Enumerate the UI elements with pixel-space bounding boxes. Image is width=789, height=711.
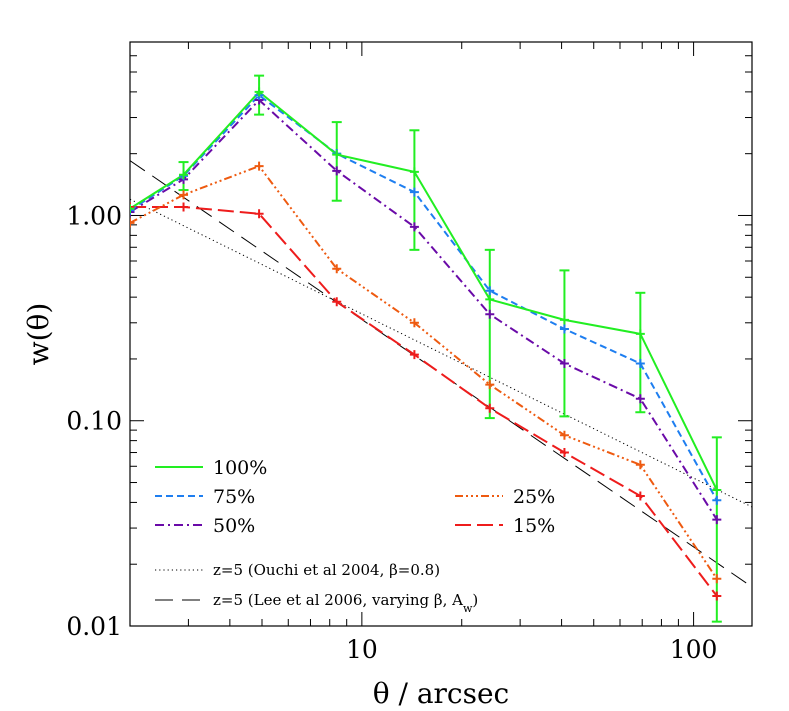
point-marker [179, 190, 189, 200]
x-axis-label: θ / arcsec [373, 677, 509, 710]
point-marker [409, 187, 419, 197]
point-marker [332, 166, 342, 176]
data-markers [130, 87, 722, 601]
point-marker [712, 591, 722, 601]
reference-line-2 [130, 160, 752, 588]
point-marker [130, 207, 135, 217]
point-marker [485, 309, 495, 319]
point-marker [559, 315, 569, 325]
point-marker [130, 204, 135, 214]
point-marker [485, 403, 495, 413]
point-marker [712, 495, 722, 505]
series-line-100pct [130, 90, 718, 491]
point-marker [254, 87, 264, 97]
legend-ref-label: z=5 (Ouchi et al 2004, β=0.8) [213, 561, 440, 579]
point-marker [409, 318, 419, 328]
point-marker [635, 394, 645, 404]
point-marker [485, 294, 495, 304]
point-marker [635, 359, 645, 369]
point-marker [409, 222, 419, 232]
legend-label: 15% [513, 515, 555, 537]
point-marker [409, 167, 419, 177]
y-axis-label: w(θ) [22, 303, 55, 366]
point-marker [712, 515, 722, 525]
point-marker [635, 491, 645, 501]
point-marker [179, 170, 189, 180]
series-line-50pct [130, 98, 718, 521]
plot-frame [129, 41, 753, 627]
legend: 100% 75% 25% 50% 15% z=5 (Ouchi et al 2004, β… [155, 457, 555, 615]
point-marker [712, 485, 722, 495]
point-marker [712, 574, 722, 584]
x-tick-label: 10 [346, 635, 378, 664]
point-marker [130, 205, 135, 215]
point-marker [130, 218, 135, 228]
point-marker [559, 430, 569, 440]
point-marker [559, 324, 569, 334]
legend-label: 25% [513, 486, 555, 508]
point-marker [332, 297, 342, 307]
point-marker [635, 329, 645, 339]
error-bars [178, 74, 722, 623]
axis-ticks [129, 41, 752, 627]
legend-label: 75% [213, 486, 255, 508]
point-marker [635, 460, 645, 470]
y-tick-label: 0.10 [66, 407, 122, 436]
plot-border [129, 41, 753, 627]
legend-label: 100% [213, 457, 267, 479]
legend-ref-label: z=5 (Lee et al 2006, varying β, Aw) [213, 591, 478, 615]
point-marker [332, 264, 342, 274]
point-marker [485, 286, 495, 296]
point-marker [254, 209, 264, 219]
point-marker [179, 202, 189, 212]
point-marker [130, 202, 135, 212]
point-marker [254, 161, 264, 171]
reference-lines [130, 160, 752, 588]
point-marker [485, 380, 495, 390]
series-line-75pct [130, 93, 718, 501]
series-line-15pct [130, 205, 718, 597]
point-marker [559, 359, 569, 369]
point-marker [409, 350, 419, 360]
tick-labels: 10 100 0.01 0.10 1.00 [66, 201, 717, 664]
y-tick-label: 1.00 [66, 201, 122, 230]
point-marker [332, 150, 342, 160]
legend-label: 50% [213, 515, 255, 537]
y-tick-label: 0.01 [66, 612, 122, 641]
point-marker [559, 448, 569, 458]
x-tick-label: 100 [670, 635, 718, 664]
